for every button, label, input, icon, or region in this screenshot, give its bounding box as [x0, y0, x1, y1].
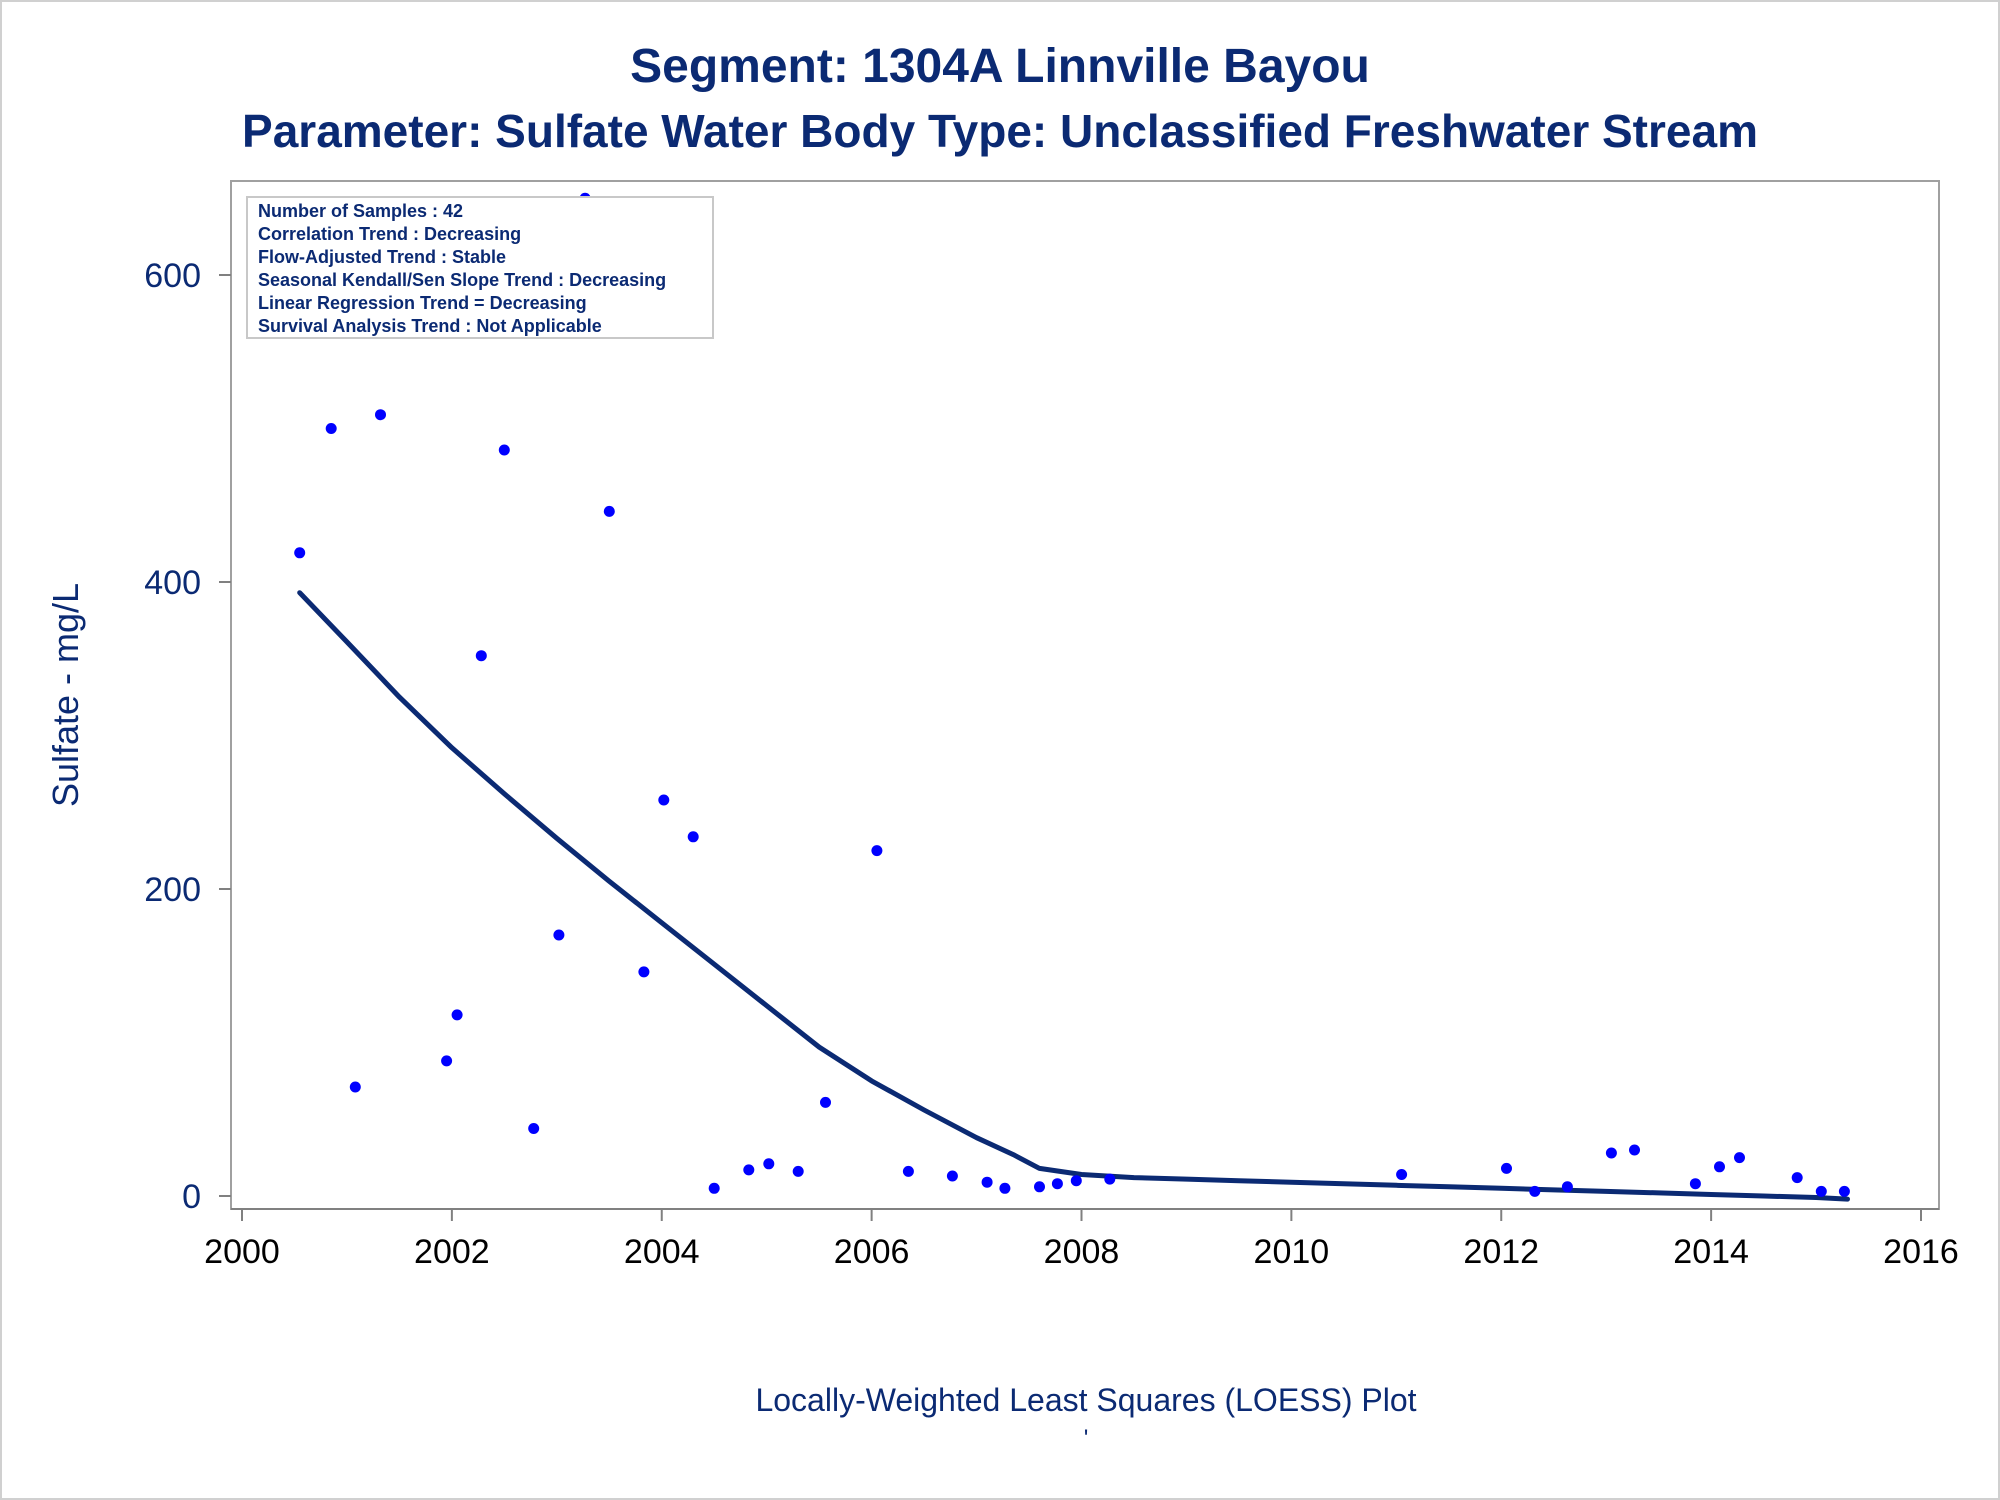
info-survival-analysis-trend: Survival Analysis Trend : Not Applicable: [258, 316, 602, 336]
data-point: [349, 1081, 361, 1093]
data-point: [1529, 1185, 1541, 1197]
y-tick-label: 400: [144, 564, 201, 602]
chart-subtitle: Parameter: Sulfate Water Body Type: Uncl…: [242, 105, 1758, 157]
data-point: [1561, 1181, 1573, 1193]
data-point: [902, 1165, 914, 1177]
data-point: [871, 845, 883, 857]
data-point: [820, 1096, 831, 1108]
x-tick-label: 2000: [204, 1233, 280, 1271]
data-point: [1689, 1178, 1701, 1190]
x-axis-label: Locally-Weighted Least Squares (LOESS) P…: [755, 1382, 1416, 1418]
data-point: [1605, 1147, 1617, 1159]
data-point: [743, 1164, 755, 1176]
data-point: [1104, 1173, 1116, 1185]
data-point: [981, 1176, 993, 1188]
info-correlation-trend: Correlation Trend : Decreasing: [258, 224, 521, 244]
info-box: Number of Samples : 42 Correlation Trend…: [246, 196, 714, 339]
data-point: [294, 547, 306, 559]
data-point: [475, 650, 487, 662]
data-point: [528, 1123, 540, 1134]
data-point: [1396, 1169, 1408, 1180]
x-tick-label: 2006: [834, 1233, 910, 1271]
data-point: [1070, 1175, 1082, 1187]
data-point: [375, 409, 386, 421]
y-tick-label: 200: [144, 871, 201, 909]
data-point: [1034, 1181, 1045, 1193]
data-point: [451, 1009, 463, 1021]
data-point: [1629, 1144, 1640, 1156]
data-point: [687, 831, 699, 843]
info-linear-regression-trend: Linear Regression Trend = Decreasing: [258, 293, 587, 313]
points-layer: [294, 192, 1850, 1197]
data-point: [658, 794, 670, 806]
data-point: [763, 1158, 775, 1170]
x-tick-label: 2004: [624, 1233, 700, 1271]
info-seasonal-kendall-trend: Seasonal Kendall/Sen Slope Trend : Decre…: [258, 270, 666, 290]
y-axis-label: Sulfate - mg/L: [45, 583, 86, 807]
data-point: [999, 1182, 1011, 1194]
data-point: [946, 1170, 958, 1182]
x-tick-label: 2016: [1883, 1233, 1959, 1271]
data-point: [1791, 1172, 1803, 1184]
loess-layer: [297, 590, 1850, 1202]
x-tick-label: 2014: [1673, 1233, 1749, 1271]
x-tick-label: 2010: [1254, 1233, 1330, 1271]
data-point: [325, 423, 337, 434]
data-point: [1734, 1152, 1745, 1164]
x-axis: 2000 2002 2004 2006 2008 2010 2012 2014 2016: [204, 1208, 1959, 1271]
data-point: [1838, 1185, 1850, 1197]
data-point: [603, 505, 615, 517]
data-point: [792, 1165, 804, 1177]
data-point: [498, 444, 510, 456]
data-point: [1501, 1162, 1512, 1174]
data-point: [1815, 1185, 1827, 1197]
data-point: [638, 966, 650, 978]
data-point: [1714, 1161, 1725, 1173]
data-point: [553, 929, 565, 941]
data-point: [1051, 1178, 1063, 1190]
y-axis: 0 200 400 600: [144, 257, 231, 1216]
chart-title: Segment: 1304A Linnville Bayou: [630, 40, 1370, 93]
y-tick-label: 0: [182, 1178, 201, 1216]
data-point: [708, 1182, 720, 1194]
info-box-frame: [246, 196, 714, 339]
x-tick-label: 2012: [1463, 1233, 1539, 1271]
x-tick-label: 2008: [1044, 1233, 1120, 1271]
footnote: ': [1084, 1425, 1089, 1452]
data-point: [441, 1055, 453, 1067]
y-tick-label: 600: [144, 257, 201, 295]
info-flow-adjusted-trend: Flow-Adjusted Trend : Stable: [258, 247, 506, 267]
loess-line: [297, 590, 1850, 1202]
x-tick-label: 2002: [414, 1233, 490, 1271]
info-samples: Number of Samples : 42: [258, 201, 463, 221]
